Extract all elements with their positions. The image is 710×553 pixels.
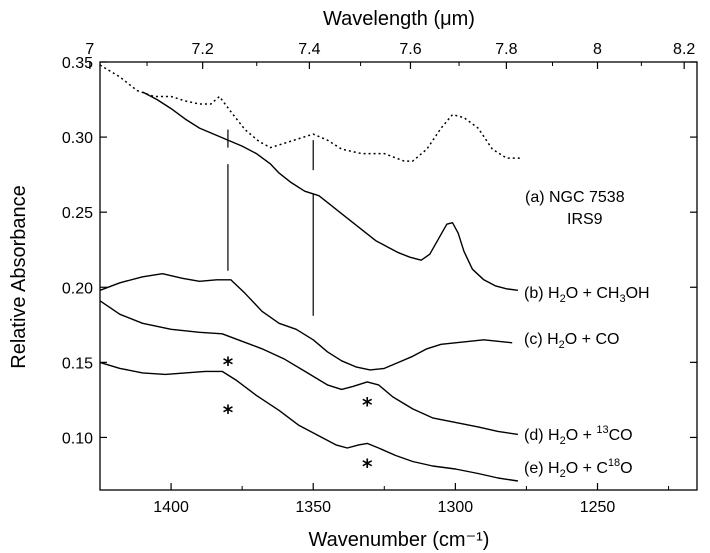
series-line-d: [99, 300, 519, 436]
y-tick-label: 0.25: [62, 205, 93, 222]
x2-tick-label: 8: [593, 41, 602, 58]
x2-tick-label: 7: [85, 41, 94, 58]
asterisk-annotation: *: [362, 454, 373, 478]
asterisk-annotation: *: [223, 352, 234, 376]
series-label-c: (c) H2O + CO: [524, 331, 619, 351]
y-tick-label: 0.15: [62, 355, 93, 372]
x2-tick-label: 7.4: [298, 41, 320, 58]
bottom-axis-title: Wavenumber (cm⁻¹): [309, 529, 490, 551]
asterisk-annotation: *: [223, 400, 234, 424]
y-tick-label: 0.20: [62, 280, 93, 297]
series-line-a: [99, 64, 521, 162]
y-tick-label: 0.30: [62, 130, 93, 147]
series-label-e: (e) H2O + C18O: [524, 457, 633, 480]
series-label-d: (d) H2O + 13CO: [524, 424, 633, 447]
x2-tick-label: 7.2: [192, 41, 214, 58]
x2-tick-label: 7.8: [495, 41, 517, 58]
series-label-b: (b) H2O + CH3OH: [524, 285, 650, 305]
series-label-a-line2: IRS9: [567, 211, 603, 228]
y-axis-title: Relative Absorbance: [8, 185, 30, 368]
series-label-a: (a) NGC 7538: [525, 189, 625, 206]
x2-tick-label: 7.6: [399, 41, 421, 58]
y-tick-label: 0.35: [62, 55, 93, 72]
asterisk-annotation: *: [362, 393, 373, 417]
x-tick-label: 1350: [295, 499, 331, 516]
x2-tick-label: 8.2: [673, 41, 695, 58]
y-tick-label: 0.10: [62, 430, 93, 447]
x-tick-label: 1400: [153, 499, 189, 516]
x-tick-label: 1300: [438, 499, 474, 516]
series-line-c: [99, 273, 513, 371]
top-axis-title: Wavelength (μm): [323, 8, 475, 30]
series-line-b: [142, 91, 518, 291]
plot-frame: [99, 61, 698, 491]
series-line-e: [99, 361, 519, 482]
x-tick-label: 1250: [580, 499, 616, 516]
